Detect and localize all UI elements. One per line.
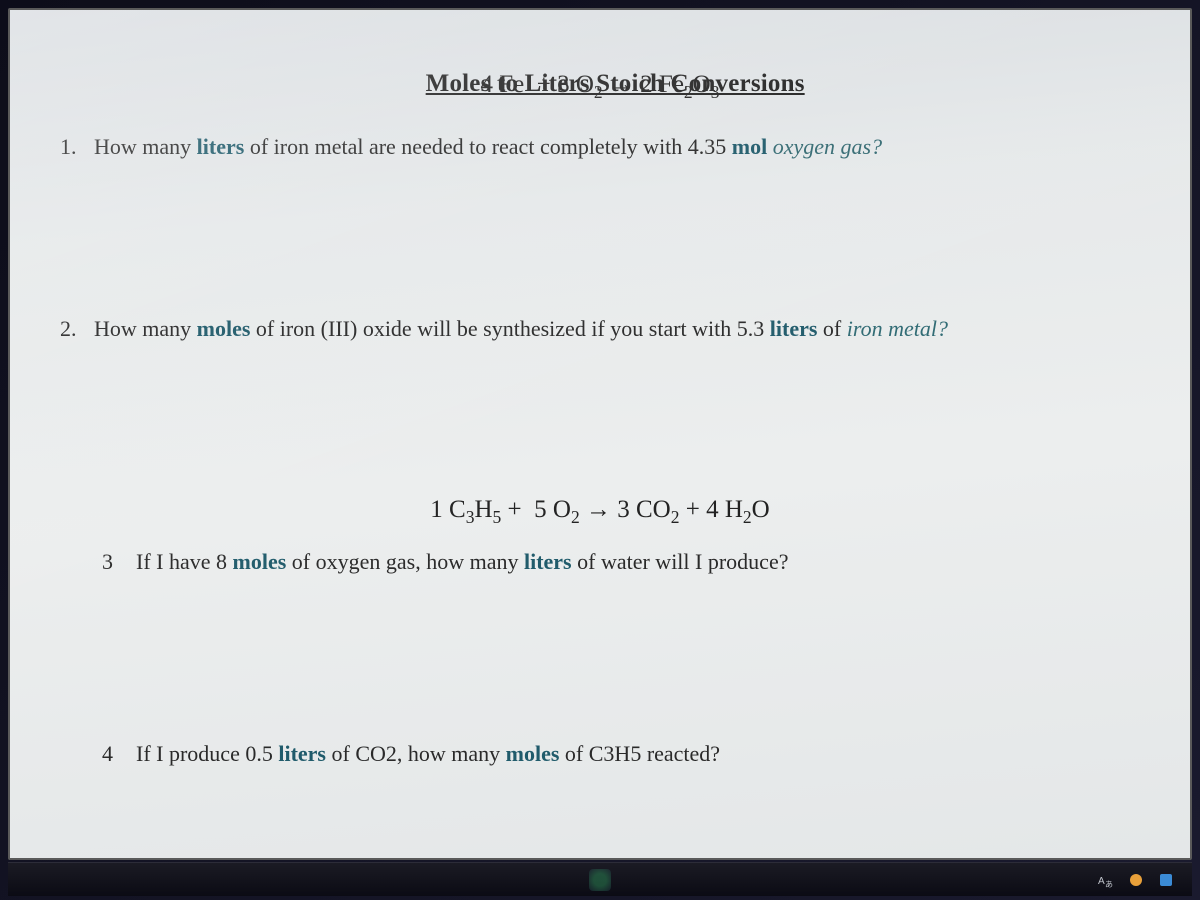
system-tray[interactable]: Aあ xyxy=(1098,872,1174,888)
question-1: 1.How many liters of iron metal are need… xyxy=(100,131,1130,163)
q3-kw-liters: liters xyxy=(524,549,572,574)
q4-kw-liters: liters xyxy=(278,741,326,766)
q1-value: 4.35 xyxy=(688,134,727,159)
question-2: 2.How many moles of iron (III) oxide wil… xyxy=(100,313,1130,345)
blue-app-icon[interactable] xyxy=(1158,872,1174,888)
question-4: 4If I produce 0.5 liters of CO2, how man… xyxy=(140,738,1130,770)
document-viewport: Moles to Liters Stoich Conversions 4 Fe … xyxy=(8,8,1192,860)
question-4-number: 4 xyxy=(102,738,136,770)
q2-text-b: of iron (III) oxide will be synthesized … xyxy=(250,316,736,341)
language-icon[interactable]: Aあ xyxy=(1098,872,1114,888)
eq2-coeff-co2: 3 xyxy=(617,496,630,523)
q4-value: 0.5 xyxy=(245,741,273,766)
worksheet-content: Moles to Liters Stoich Conversions 4 Fe … xyxy=(10,70,1190,770)
q3-text-a: If I have xyxy=(136,549,216,574)
q4-kw-moles: moles xyxy=(506,741,560,766)
q3-value: 8 xyxy=(216,549,227,574)
monitor-frame: Moles to Liters Stoich Conversions 4 Fe … xyxy=(0,0,1200,900)
equation-2: 1 C3H5 + 5 O2 → 3 CO2 + 4 H2O xyxy=(40,495,1160,528)
question-2-number: 2. xyxy=(60,313,94,345)
page-title: Moles to Liters Stoich Conversions xyxy=(426,70,805,98)
svg-text:あ: あ xyxy=(1105,880,1113,888)
q1-kw-liters: liters xyxy=(197,134,245,159)
taskbar-center xyxy=(589,869,611,891)
eq2-coeff-o2: 5 xyxy=(534,496,547,523)
q1-tail: oxygen gas? xyxy=(767,134,882,159)
q2-kw-liters: liters xyxy=(770,316,818,341)
eq2-coeff-c3h5: 1 xyxy=(430,496,443,523)
q2-text-a: How many xyxy=(94,316,197,341)
q2-kw-moles: moles xyxy=(197,316,251,341)
q2-text-c: of xyxy=(817,316,846,341)
q3-kw-moles: moles xyxy=(233,549,287,574)
question-1-number: 1. xyxy=(60,131,94,163)
q1-text-a: How many xyxy=(94,134,197,159)
q2-value: 5.3 xyxy=(737,316,765,341)
q1-kw-mol: mol xyxy=(732,134,767,159)
taskbar-app-icon[interactable] xyxy=(589,869,611,891)
orange-dot-icon[interactable] xyxy=(1128,872,1144,888)
q3-text-b: of oxygen gas, how many xyxy=(286,549,524,574)
q2-tail-italic: iron metal? xyxy=(847,316,948,341)
eq2-coeff-h2o: 4 xyxy=(706,496,719,523)
taskbar[interactable]: Aあ xyxy=(8,862,1192,896)
svg-text:A: A xyxy=(1098,876,1105,887)
question-3-number: 3 xyxy=(102,546,136,578)
question-3: 3If I have 8 moles of oxygen gas, how ma… xyxy=(140,546,1130,578)
q4-text-a: If I produce xyxy=(136,741,245,766)
q3-text-c: of water will I produce? xyxy=(572,549,789,574)
q1-text-b: of iron metal are needed to react comple… xyxy=(244,134,687,159)
